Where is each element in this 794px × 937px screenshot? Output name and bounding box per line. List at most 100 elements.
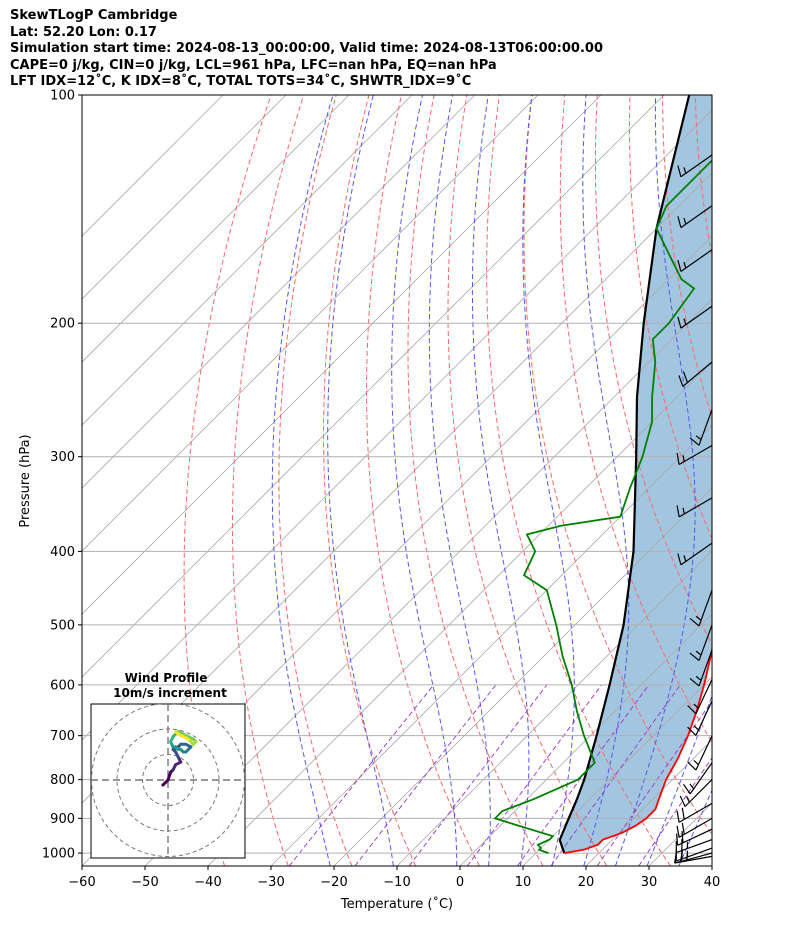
isotherm--110 <box>82 95 539 552</box>
location-line: Lat: 52.20 Lon: 0.17 <box>10 24 157 40</box>
x-tick-label: −50 <box>131 875 158 890</box>
wind-barb <box>676 497 713 518</box>
moist-adiabat--10 <box>327 95 394 866</box>
wind-barb <box>689 409 713 446</box>
y-tick-label: 700 <box>50 729 75 744</box>
wind-barb <box>683 762 713 795</box>
time-line: Simulation start time: 2024-08-13_00:00:… <box>10 41 603 56</box>
wind-barb <box>677 154 713 178</box>
y-tick-label: 300 <box>50 450 75 465</box>
wind-barb <box>675 838 713 854</box>
x-tick-label: −60 <box>68 875 95 890</box>
mixing-ratio-layer <box>288 684 712 866</box>
moist-adiabat-0 <box>391 95 458 866</box>
hodograph-title: Wind Profile <box>125 671 208 685</box>
moist-adiabat-20 <box>582 95 630 866</box>
isotherm--30 <box>270 424 712 866</box>
y-tick-label: 400 <box>50 545 75 560</box>
chart-title-block: SkewTLogP Cambridge Lat: 52.20 Lon: 0.17… <box>10 8 603 91</box>
x-tick-label: 10 <box>515 875 532 890</box>
x-axis-ticks: −60 −50 −40 −30 −20 −10 0 10 20 30 40 <box>68 866 720 890</box>
isotherm--130 <box>82 95 413 426</box>
x-tick-label: −40 <box>194 875 221 890</box>
wind-barb <box>676 444 713 466</box>
wind-barb <box>676 817 713 838</box>
isotherm--150 <box>82 95 287 300</box>
y-tick-label: 1000 <box>42 847 75 862</box>
wind-barb <box>677 542 713 566</box>
isotherm--80 <box>82 109 712 741</box>
hodograph-subtitle: 10m/s increment <box>113 686 227 700</box>
y-tick-label: 900 <box>50 812 75 827</box>
moist-adiabat-10 <box>471 95 530 866</box>
dry-adiabat--40 <box>183 95 272 866</box>
wind-barb <box>687 735 713 771</box>
sounding-series-layer <box>493 95 712 854</box>
x-tick-label: −20 <box>320 875 347 890</box>
stability-line: CAPE=0 j/kg, CIN=0 j/kg, LCL=961 hPa, LF… <box>10 57 497 73</box>
moist-adiabat-35 <box>678 789 712 866</box>
dewpoint-line <box>493 159 712 854</box>
wind-barb <box>687 679 713 715</box>
dry-adiabat-60 <box>594 95 712 646</box>
y-axis-label: Pressure (hPa) <box>18 434 33 527</box>
isotherm--100 <box>82 95 602 615</box>
dry-adiabat--30 <box>232 95 305 866</box>
dry-adiabat-50 <box>559 95 712 744</box>
moist-adiabat-30 <box>646 694 712 866</box>
dry-adiabat-0 <box>365 95 480 866</box>
isotherm--40 <box>207 361 712 866</box>
dry-adiabat-20 <box>447 95 608 866</box>
mixing-ratio-2 <box>408 684 548 866</box>
mixing-ratio-4 <box>466 684 602 866</box>
x-tick-label: 0 <box>456 875 464 890</box>
wind-barb <box>677 249 713 272</box>
moist-adiabat-15 <box>522 95 575 866</box>
mixing-ratio-0.4 <box>288 684 434 866</box>
wind-barb <box>689 589 713 627</box>
isotherm--160 <box>82 95 224 237</box>
x-axis-label: Temperature (˚C) <box>340 896 453 912</box>
station-title: SkewTLogP Cambridge <box>10 8 178 23</box>
isotherm-50 <box>775 95 794 866</box>
moist-adiabat--20 <box>271 95 334 866</box>
wind-barb <box>676 802 713 823</box>
hodograph-segment <box>174 730 180 736</box>
moist-adiabat-5 <box>428 95 491 866</box>
wind-barb <box>687 700 713 736</box>
y-tick-label: 500 <box>50 618 75 633</box>
x-tick-label: 20 <box>578 875 595 890</box>
x-tick-label: 30 <box>641 875 658 890</box>
parcel-path-line <box>558 95 691 854</box>
hodograph-inset: Wind Profile 10m/s increment <box>90 671 246 859</box>
index-line: LFT IDX=12˚C, K IDX=8˚C, TOTAL TOTS=34˚C… <box>10 74 472 89</box>
dry-adiabat-10 <box>407 95 544 866</box>
wind-barb <box>689 624 713 662</box>
isotherm--140 <box>82 95 350 363</box>
y-axis-ticks: 100 200 300 400 500 600 700 800 900 1000 <box>42 89 82 862</box>
wind-barb <box>675 847 713 862</box>
wind-barb <box>677 305 713 329</box>
y-tick-label: 600 <box>50 678 75 693</box>
temperature-line <box>564 645 712 854</box>
x-tick-label: 40 <box>704 875 721 890</box>
isotherm--50 <box>144 298 712 866</box>
mixing-ratio-7 <box>517 684 650 866</box>
x-tick-label: −30 <box>257 875 284 890</box>
wind-barb <box>678 361 713 387</box>
dry-adiabat-110 <box>760 95 794 866</box>
dry-adiabat-80 <box>662 95 712 419</box>
y-tick-label: 200 <box>50 317 75 332</box>
wind-barb-layer <box>674 154 713 864</box>
wind-barb <box>677 205 713 229</box>
x-tick-label: −10 <box>383 875 410 890</box>
isotherm--10 <box>396 550 712 866</box>
wind-barb <box>689 649 713 687</box>
isotherm--120 <box>82 95 476 489</box>
isotherm-10 <box>522 676 712 866</box>
y-tick-label: 800 <box>50 773 75 788</box>
dry-adiabat-100 <box>728 95 794 866</box>
hodograph-trace <box>161 730 198 787</box>
isotherm-40 <box>711 865 712 866</box>
